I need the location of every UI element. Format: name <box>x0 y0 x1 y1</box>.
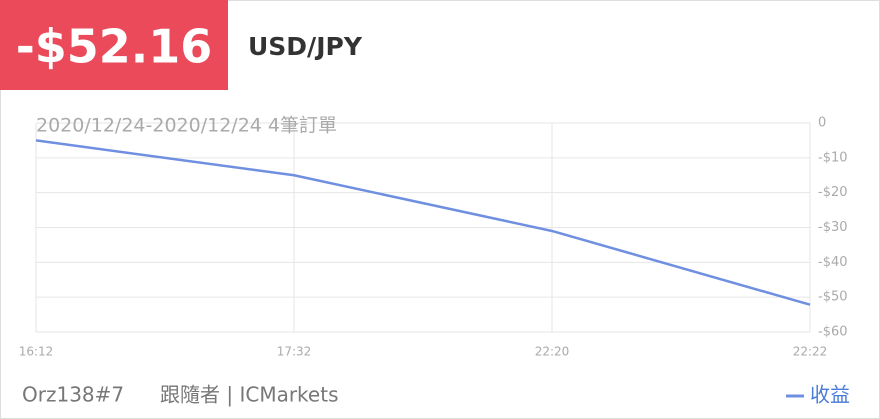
x-tick-label: 22:22 <box>793 345 828 359</box>
x-tick-label: 17:32 <box>277 345 312 359</box>
y-tick-label: -$30 <box>818 220 848 235</box>
y-tick-label: -$20 <box>818 185 848 200</box>
account: Orz138#7 <box>22 383 124 407</box>
y-tick-label: -$50 <box>818 290 848 305</box>
legend-label: 收益 <box>810 383 850 407</box>
subtitle: 2020/12/24-2020/12/24 4筆訂單 <box>36 115 337 137</box>
role: 跟隨者 | ICMarkets <box>160 383 339 407</box>
y-tick-label: 0 <box>818 116 826 131</box>
x-tick-label: 22:20 <box>535 345 570 359</box>
y-tick-label: -$10 <box>818 150 848 165</box>
line <box>35 139 811 306</box>
amount: -$52.16 <box>16 20 213 74</box>
amount-box <box>0 0 228 90</box>
y-tick-label: -$60 <box>818 325 848 340</box>
x-tick-label: 16:12 <box>19 345 54 359</box>
y-tick-label: -$40 <box>818 255 848 270</box>
symbol: USD/JPY <box>248 32 363 61</box>
